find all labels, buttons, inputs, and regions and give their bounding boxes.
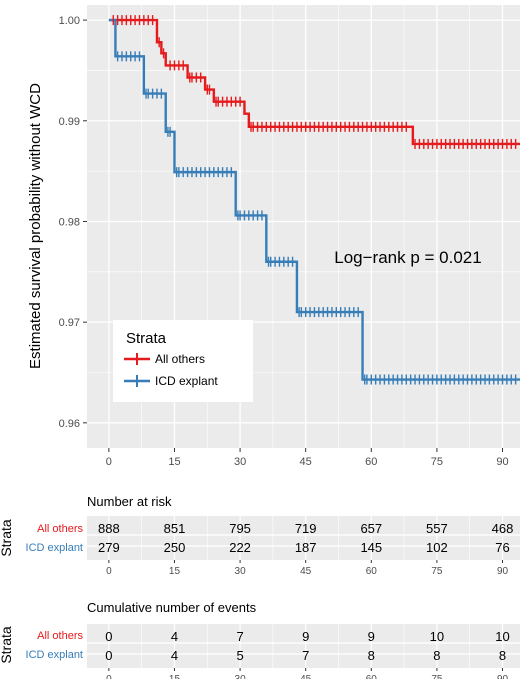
legend-label-all-others: All others	[155, 352, 205, 366]
table-x-tick-label: 60	[366, 566, 378, 577]
events-table-x-ticks: 0 15 30 45 60 75 90	[106, 668, 509, 684]
table-x-tick-label: 60	[366, 674, 378, 679]
x-tick-label: 30	[234, 456, 246, 468]
axis-ticks: 0 15 30 45 60 75 90 0.96 0.97 0.98 0.99 1.00	[59, 15, 509, 468]
table-x-tick-label: 30	[235, 566, 247, 577]
table-cell: 145	[360, 540, 382, 555]
table-cell: 8	[368, 648, 375, 663]
table-cell: 719	[295, 521, 317, 536]
risk-table-cells: 888 851 795 719 657 557 468 279 250 222 187 145 102 7…	[98, 521, 513, 555]
events-table-panel	[87, 624, 520, 668]
table-cell: 187	[295, 540, 317, 555]
events-table: Cumulative number of events Strata All o…	[0, 600, 520, 684]
y-tick-label: 0.99	[59, 116, 80, 128]
table-cell: 279	[98, 540, 120, 555]
table-cell: 795	[229, 521, 251, 536]
x-tick-label: 0	[106, 456, 112, 468]
risk-table-title: Number at risk	[87, 494, 172, 509]
table-cell: 76	[495, 540, 509, 555]
y-axis-title: Estimated survival probability without W…	[27, 83, 44, 369]
table-x-tick-label: 45	[300, 566, 312, 577]
events-table-gridlines	[87, 624, 520, 668]
x-tick-label: 90	[496, 456, 508, 468]
table-x-tick-label: 90	[497, 566, 509, 577]
table-cell: 102	[426, 540, 448, 555]
events-row-label-icd-explant: ICD explant	[26, 649, 83, 661]
table-cell: 5	[236, 648, 243, 663]
table-cell: 657	[360, 521, 382, 536]
events-table-cells: 0 4 7 9 9 10 10 0 4 5 7 8 8 8	[105, 629, 509, 663]
y-tick-label: 0.96	[59, 418, 80, 430]
events-table-ylabel: Strata	[0, 626, 14, 664]
table-cell: 7	[236, 629, 243, 644]
risk-row-label-all-others: All others	[37, 523, 83, 535]
table-x-tick-label: 15	[169, 566, 181, 577]
y-tick-label: 0.98	[59, 216, 80, 228]
risk-table: Number at risk Strata All others ICD exp…	[0, 494, 520, 577]
table-cell: 250	[164, 540, 186, 555]
legend-title: Strata	[126, 330, 167, 347]
table-x-tick-label: 45	[300, 674, 312, 679]
table-cell: 0	[105, 629, 112, 644]
survival-plot: 0 15 30 45 60 75 90 0.96 0.97 0.98 0.99 1.00 Estima…	[27, 5, 520, 468]
y-tick-label: 0.97	[59, 317, 80, 329]
survival-curve-all-others	[108, 18, 520, 146]
x-tick-label: 75	[431, 456, 443, 468]
table-cell: 468	[492, 521, 514, 536]
table-cell: 888	[98, 521, 120, 536]
risk-table-x-ticks: 0 15 30 45 60 75 90	[106, 560, 509, 577]
table-cell: 851	[164, 521, 186, 536]
table-cell: 4	[171, 629, 178, 644]
x-tick-label: 60	[365, 456, 377, 468]
risk-table-panel	[87, 516, 520, 560]
risk-row-label-icd-explant: ICD explant	[26, 542, 83, 554]
table-x-tick-label: 75	[431, 566, 443, 577]
legend: Strata All others ICD explant	[113, 320, 253, 402]
table-x-tick-label: 75	[431, 674, 443, 679]
x-tick-label: 15	[168, 456, 180, 468]
table-cell: 9	[302, 629, 309, 644]
table-cell: 557	[426, 521, 448, 536]
x-tick-label: 45	[300, 456, 312, 468]
y-tick-label: 1.00	[59, 15, 80, 27]
table-cell: 222	[229, 540, 251, 555]
risk-table-ylabel: Strata	[0, 519, 14, 557]
table-x-tick-label: 0	[106, 566, 112, 577]
events-row-label-all-others: All others	[37, 630, 83, 642]
table-x-tick-label: 90	[497, 674, 509, 679]
table-cell: 8	[433, 648, 440, 663]
table-cell: 10	[495, 629, 509, 644]
table-cell: 10	[430, 629, 444, 644]
table-cell: 9	[368, 629, 375, 644]
risk-table-gridlines	[87, 516, 520, 560]
table-cell: 4	[171, 648, 178, 663]
table-cell: 7	[302, 648, 309, 663]
events-table-title: Cumulative number of events	[87, 600, 257, 615]
table-cell: 0	[105, 648, 112, 663]
table-x-tick-label: 15	[169, 674, 181, 679]
legend-label-icd-explant: ICD explant	[155, 374, 218, 388]
table-x-tick-label: 0	[106, 674, 112, 679]
logrank-annotation: Log−rank p = 0.021	[334, 248, 481, 267]
table-x-tick-label: 30	[235, 674, 247, 679]
table-cell: 8	[499, 648, 506, 663]
censor-marks	[112, 15, 517, 385]
plot-gridlines	[87, 5, 520, 448]
